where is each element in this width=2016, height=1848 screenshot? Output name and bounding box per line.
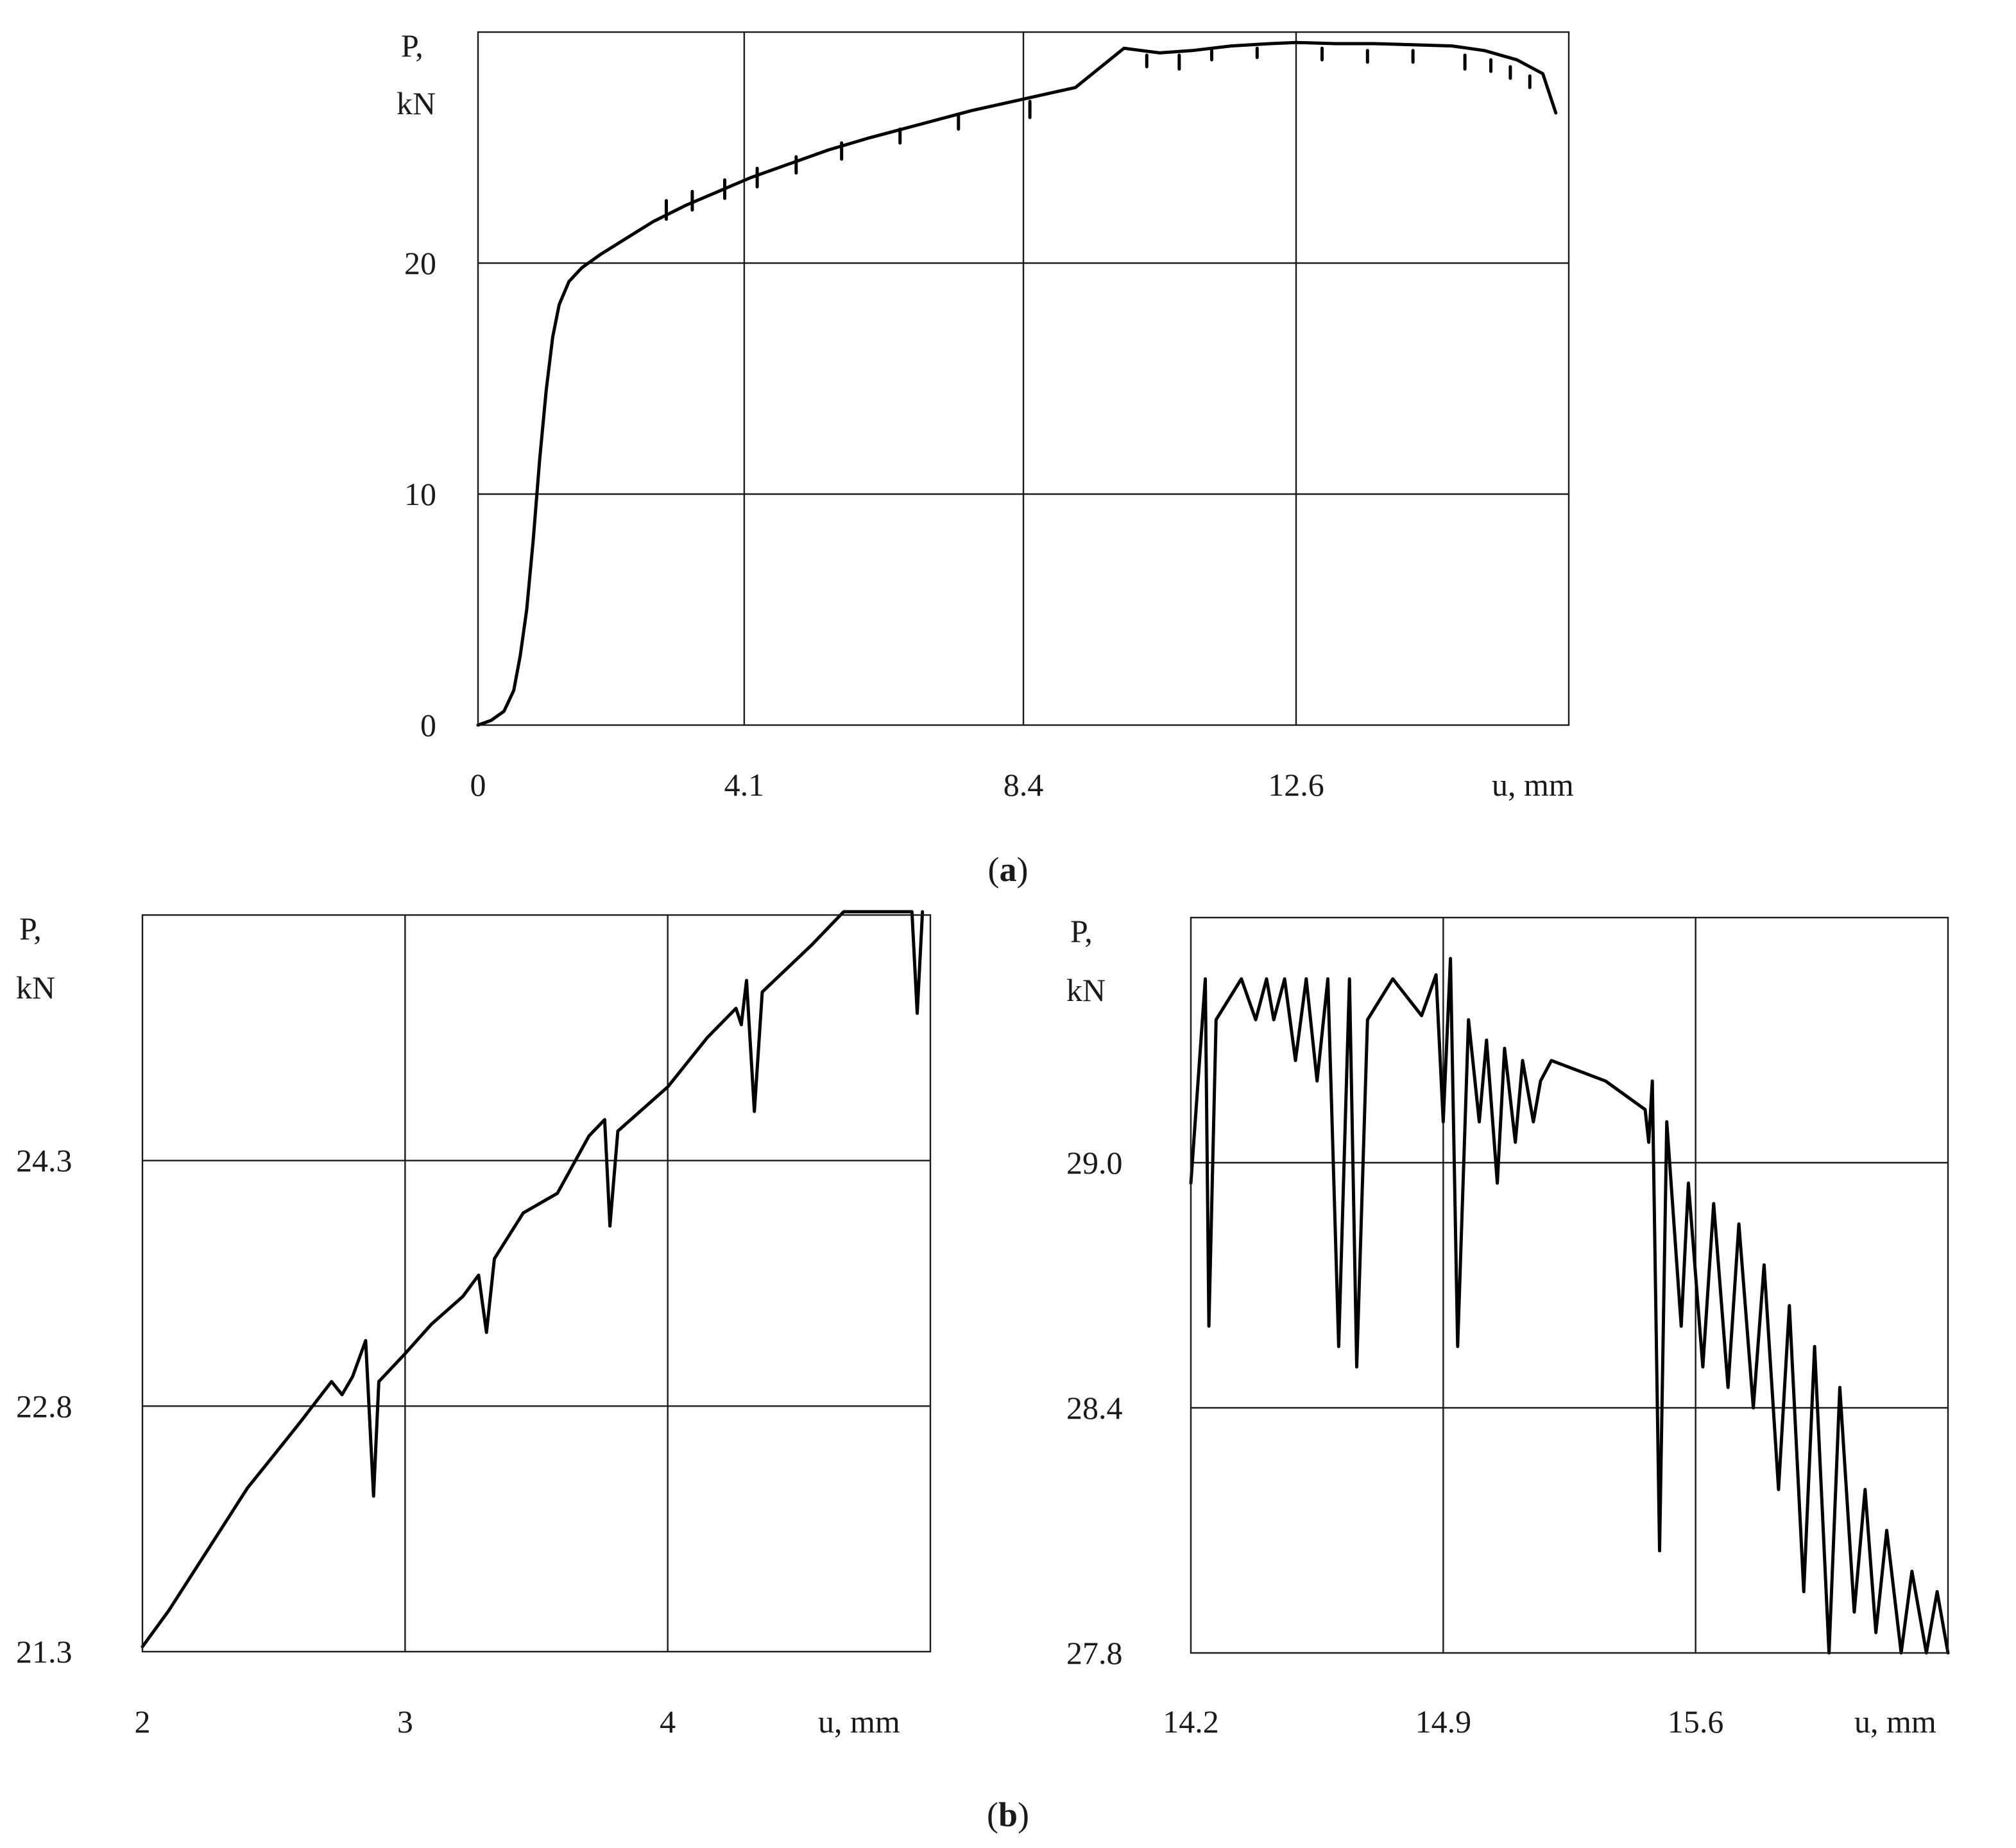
panel-b-left-y-tick-label-1: 22.8 <box>16 1388 73 1424</box>
panel-b-right-x-tick-label-2: 15.6 <box>1668 1704 1724 1740</box>
panel-a-x-tick-label-3: 12.6 <box>1268 767 1324 803</box>
panel-a-y-tick-label-0: 0 <box>420 707 436 743</box>
panel-b-left-ylabel-line2: kN <box>16 970 55 1005</box>
panel-a-chart: 0 4.1 8.4 12.6 0 10 20 P, kN u, mm <box>397 28 1574 803</box>
panel-b-right-y-tick-label-1: 28.4 <box>1066 1390 1123 1426</box>
panel-b-left-grid <box>142 915 930 1652</box>
panel-a-ylabel-line1: P, <box>401 28 423 64</box>
panel-b-right-curve <box>1189 957 1950 1655</box>
panel-b-right-y-tick-label-0: 27.8 <box>1066 1635 1123 1671</box>
panel-b-left-plot-frame <box>141 914 932 1653</box>
panel-a-x-tick-label-1: 4.1 <box>724 767 765 803</box>
caption-a: (a) <box>988 850 1029 889</box>
panel-a-y-tick-label-2: 20 <box>404 245 436 281</box>
panel-b-left-x-tick-label-1: 3 <box>397 1704 413 1740</box>
panel-b-left-y-tick-label-2: 24.3 <box>16 1143 73 1179</box>
panel-b-right-chart: 14.2 14.9 15.6 27.8 28.4 29.0 P, kN u, mm <box>1066 913 1950 1740</box>
panel-a-y-tick-label-1: 10 <box>404 476 436 512</box>
panel-a-grid <box>478 32 1569 725</box>
panel-b-right-x-tick-label-1: 14.9 <box>1415 1704 1472 1740</box>
panel-b-left-ticks: 2 3 4 21.3 22.8 24.3 <box>16 1143 676 1740</box>
panel-a-series-line <box>476 40 1558 727</box>
panel-b-right-ylabel-line2: kN <box>1066 972 1106 1008</box>
panel-b-left-series-line <box>141 910 925 1648</box>
panel-b-right-ylabel-line1: P, <box>1070 913 1093 949</box>
panel-a-ylabel-line2: kN <box>397 85 436 121</box>
panel-b-right-ticks: 14.2 14.9 15.6 27.8 28.4 29.0 <box>1066 1145 1723 1740</box>
panel-a-curve <box>476 40 1558 727</box>
panel-b-right-xlabel: u, mm <box>1854 1704 1936 1740</box>
panel-b-left-y-tick-label-0: 21.3 <box>16 1634 73 1670</box>
caption-a-letter: a <box>1000 850 1017 889</box>
panel-b-right-series-line <box>1189 957 1950 1655</box>
panel-b-left-x-tick-label-2: 4 <box>660 1704 676 1740</box>
panel-a-ticks: 0 4.1 8.4 12.6 0 10 20 <box>404 245 1324 803</box>
caption-b: (b) <box>987 1795 1029 1834</box>
panel-a-plot-frame <box>477 31 1570 726</box>
panel-a-xlabel: u, mm <box>1492 767 1574 803</box>
panel-b-right-x-tick-label-0: 14.2 <box>1163 1704 1219 1740</box>
caption-b-letter: b <box>998 1795 1018 1834</box>
panel-b-left-chart: 2 3 4 21.3 22.8 24.3 P, kN u, mm <box>16 910 932 1740</box>
panel-b-right-grid <box>1191 918 1948 1653</box>
panel-b-right-plot-frame <box>1190 916 1949 1654</box>
panel-b-left-x-tick-label-0: 2 <box>135 1704 151 1740</box>
panel-a-x-tick-label-2: 8.4 <box>1004 767 1044 803</box>
panel-b-right-y-tick-label-2: 29.0 <box>1066 1145 1123 1181</box>
panel-b-left-ylabel-line1: P, <box>19 911 42 946</box>
panel-a-x-tick-label-0: 0 <box>470 767 486 803</box>
panel-b-left-curve <box>141 910 925 1648</box>
panel-b-left-xlabel: u, mm <box>818 1704 900 1740</box>
